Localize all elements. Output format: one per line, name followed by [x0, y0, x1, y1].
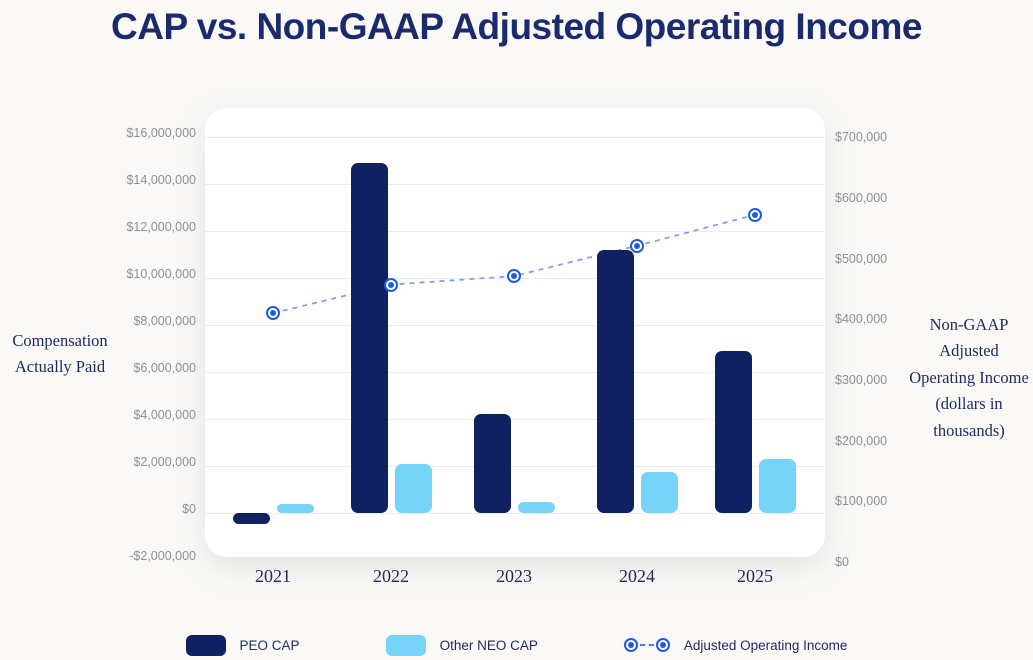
right-axis-tick: $300,000 [835, 372, 888, 387]
legend-item-neo-cap: Other NEO CAP [385, 634, 538, 656]
legend: PEO CAP Other NEO CAP Adjusted Operating… [0, 632, 1033, 658]
right-axis-tick: $600,000 [835, 190, 888, 205]
line-marker-2025 [748, 207, 762, 222]
left-axis-tick: $10,000,000 [126, 267, 196, 281]
legend-item-peo-cap: PEO CAP [185, 634, 300, 656]
axis-title-line: Operating Income [909, 367, 1029, 387]
peo-cap-bar-2024 [596, 249, 634, 513]
left-axis-tick: $8,000,000 [133, 314, 196, 328]
left-axis-tick: $0 [182, 502, 196, 516]
gridline [205, 231, 825, 232]
line-marker-2022 [384, 277, 398, 292]
neo-cap-bar-2022 [394, 463, 432, 513]
gridline [205, 513, 825, 514]
gridline [205, 466, 825, 467]
line-marker-2023 [507, 269, 521, 284]
peo-cap-swatch-icon [185, 634, 226, 656]
left-axis-tick: $2,000,000 [133, 455, 196, 469]
gridline [205, 325, 825, 326]
x-axis-label-2022: 2022 [373, 566, 409, 586]
legend-label-neo: Other NEO CAP [439, 637, 538, 653]
left-axis-title: Compensation Actually Paid [0, 328, 120, 381]
left-axis-tick: $6,000,000 [133, 361, 196, 375]
right-axis-tick: $500,000 [835, 251, 888, 266]
legend-label-aoi: Adjusted Operating Income [683, 637, 848, 653]
right-axis-tick: $100,000 [835, 494, 888, 509]
neo-cap-swatch-icon [385, 634, 426, 656]
line-marker-icon [623, 638, 670, 652]
x-axis-label-2021: 2021 [255, 566, 291, 586]
left-axis-tick: $14,000,000 [126, 173, 196, 187]
x-axis-label-2024: 2024 [619, 566, 655, 586]
axis-title-line: Adjusted [939, 341, 999, 361]
peo-cap-bar-2023 [473, 414, 511, 513]
line-marker-2021 [266, 306, 280, 321]
chart-title: CAP vs. Non-GAAP Adjusted Operating Inco… [111, 6, 922, 47]
left-axis-tick: $4,000,000 [133, 408, 196, 422]
gridline [205, 184, 825, 185]
right-axis-tick: $0 [835, 555, 849, 569]
right-axis-tick: $200,000 [835, 433, 888, 448]
gridline [205, 419, 825, 420]
gridline [205, 372, 825, 373]
peo-cap-bar-2021 [232, 513, 270, 524]
neo-cap-bar-2024 [640, 471, 678, 513]
left-axis-tick: -$2,000,000 [129, 549, 196, 563]
peo-cap-bar-2022 [350, 162, 388, 513]
neo-cap-bar-2023 [517, 502, 555, 513]
plot-area [205, 108, 825, 557]
axis-title-line: (dollars in [935, 394, 1003, 414]
gridline [205, 137, 825, 138]
axis-title-line: Non-GAAP [929, 315, 1009, 334]
axis-title-line: thousands) [933, 420, 1005, 440]
right-axis-tick: $700,000 [835, 130, 888, 145]
legend-item-adjusted-operating-income: Adjusted Operating Income [623, 637, 848, 653]
axis-title-line: Compensation [12, 331, 108, 350]
right-axis-tick: $400,000 [835, 312, 888, 327]
right-axis-title: Non-GAAP Adjusted Operating Income (dollars… [905, 312, 1033, 444]
left-axis-tick: $12,000,000 [126, 220, 196, 234]
neo-cap-bar-2025 [758, 458, 796, 513]
axis-title-line: Actually Paid [14, 357, 106, 377]
peo-cap-bar-2025 [714, 350, 752, 513]
line-marker-2024 [630, 238, 644, 253]
x-axis-label-2023: 2023 [496, 566, 532, 586]
legend-label-peo: PEO CAP [239, 637, 300, 653]
x-axis-label-2025: 2025 [737, 566, 773, 586]
neo-cap-bar-2021 [276, 503, 314, 513]
left-axis-tick: $16,000,000 [126, 126, 196, 140]
